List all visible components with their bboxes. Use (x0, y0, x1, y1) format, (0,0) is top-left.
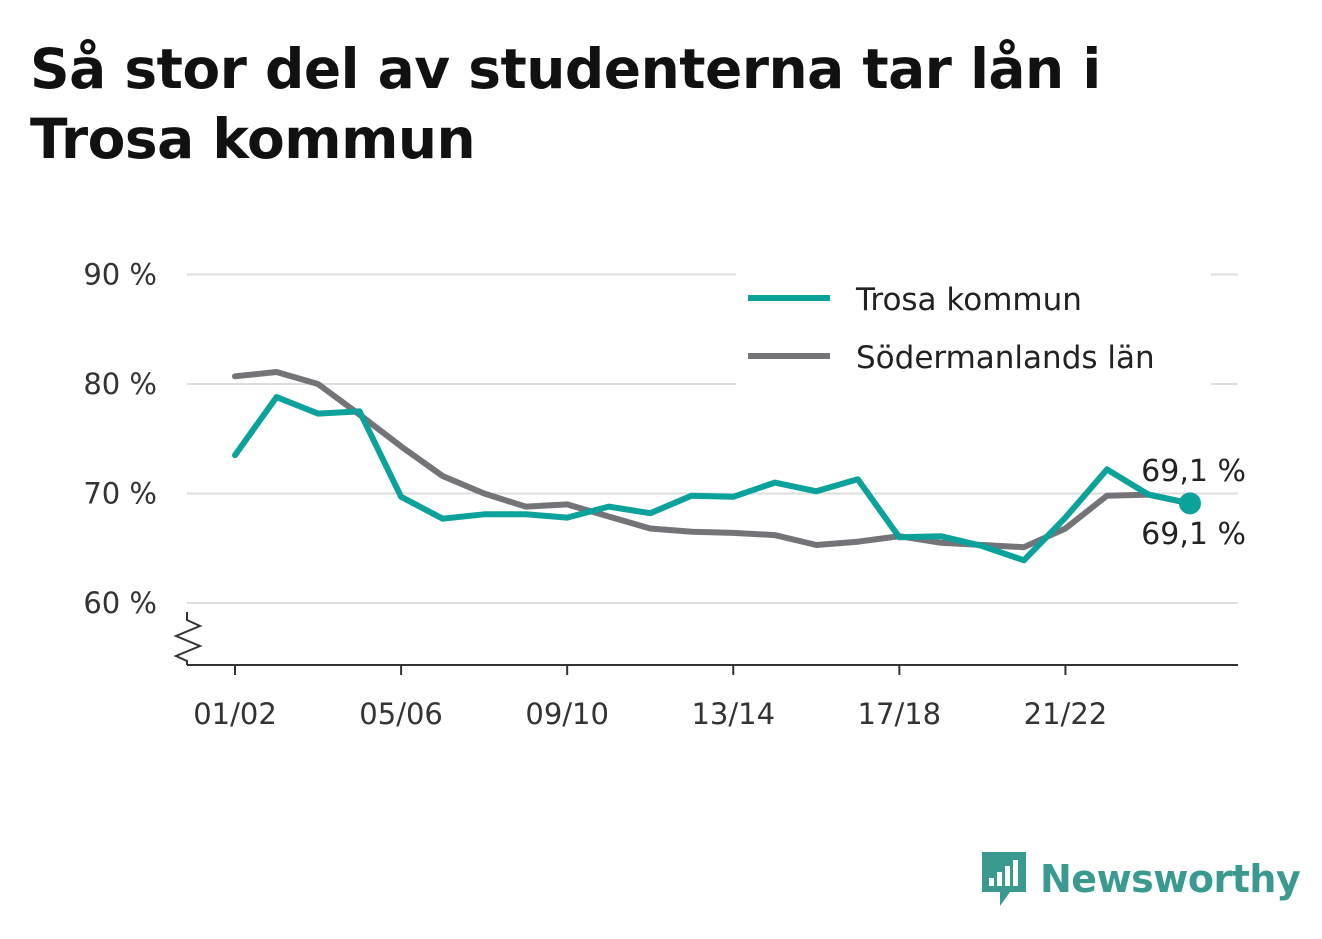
legend: Trosa kommun Södermanlands län (736, 270, 1211, 385)
legend-background (736, 270, 1211, 385)
end-labels: 69,1 % 69,1 % (1141, 454, 1246, 552)
legend-label-lan: Södermanlands län (856, 340, 1155, 376)
x-axis: 01/02 05/06 09/10 13/14 17/18 21/22 (173, 612, 1238, 731)
series-line-lan (232, 369, 1193, 551)
axis-break-icon (173, 612, 203, 665)
y-tick-label-60: 60 % (83, 586, 157, 620)
x-tick-label-05/06: 05/06 (359, 697, 443, 731)
legend-label-trosa: Trosa kommun (855, 282, 1082, 318)
x-tick-label-17/18: 17/18 (858, 697, 942, 731)
series-line-trosa (232, 394, 1193, 564)
end-label-trosa: 69,1 % (1141, 517, 1246, 552)
x-tick-label-01/02: 01/02 (193, 697, 277, 731)
end-label-lan: 69,1 % (1141, 454, 1246, 489)
y-tick-label-90: 90 % (83, 258, 157, 292)
x-tick-label-09/10: 09/10 (525, 697, 609, 731)
end-point-trosa (1179, 492, 1201, 515)
series-lines (232, 369, 1201, 564)
bar-chart-speech-bubble-icon (982, 852, 1026, 906)
y-tick-label-80: 80 % (83, 367, 157, 401)
chart-title: Så stor del av studenterna tar lån i Tro… (30, 37, 1101, 171)
newsworthy-logo: Newsworthy (980, 848, 1301, 910)
x-tick-label-13/14: 13/14 (691, 697, 775, 731)
x-tick-label-21/22: 21/22 (1024, 697, 1108, 731)
y-axis: 60 % 70 % 80 % 90 % (83, 258, 157, 621)
y-tick-label-70: 70 % (83, 477, 157, 511)
brand-name: Newsworthy (1040, 857, 1301, 901)
